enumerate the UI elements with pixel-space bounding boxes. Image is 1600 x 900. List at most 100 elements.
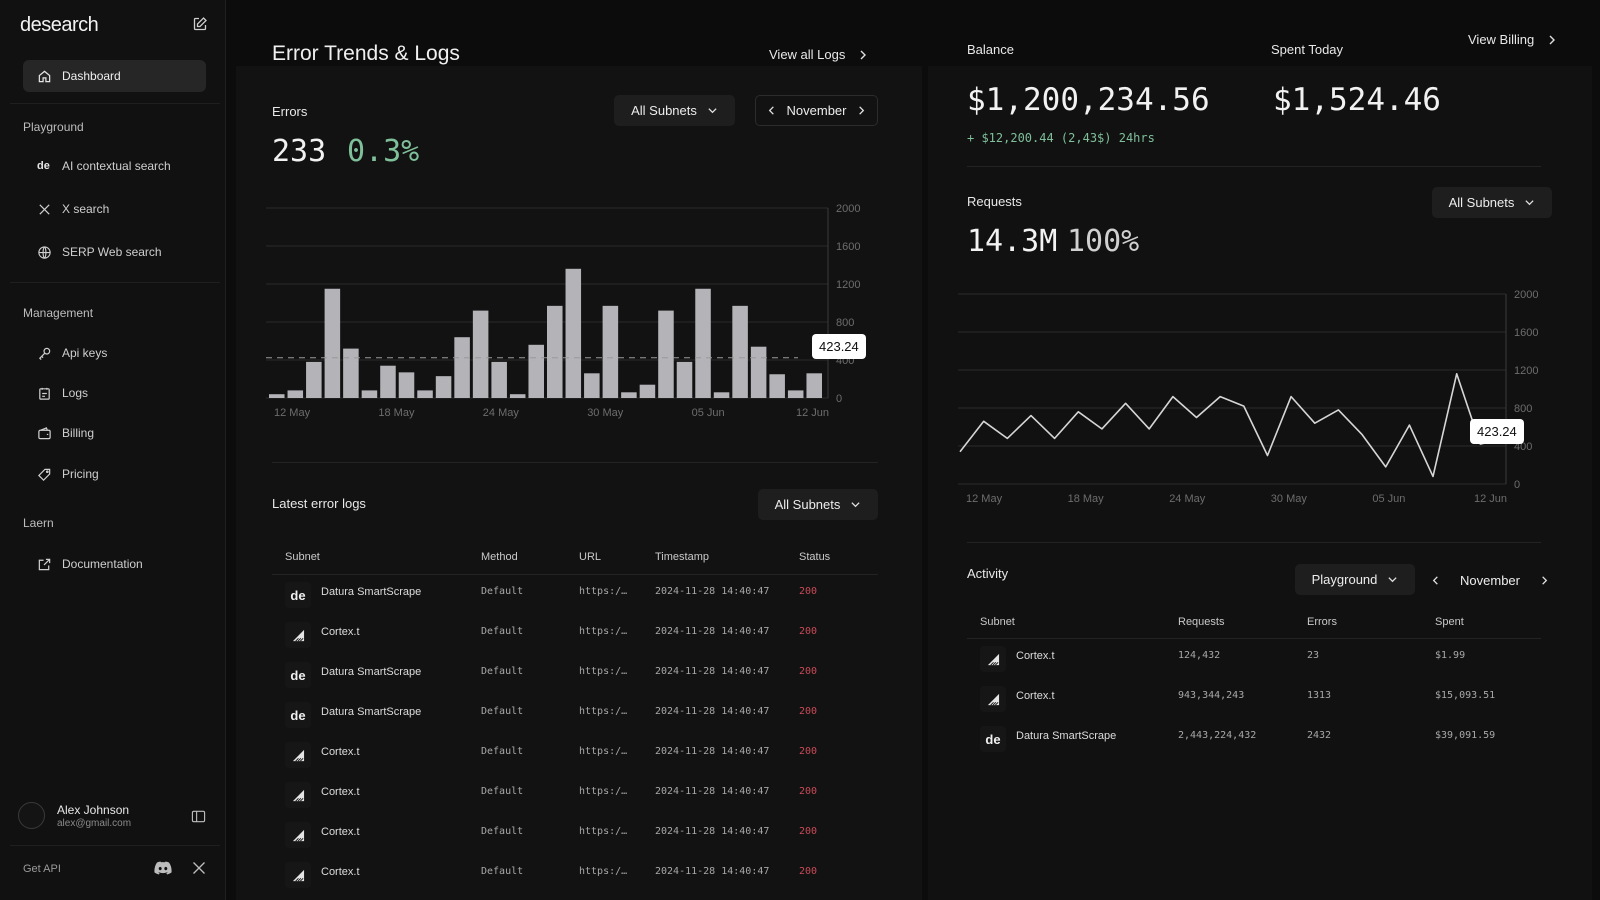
requests-line-chart: 2000 1600 1200 800 400 0 12 May 18 May 24 May 30 …: [958, 289, 1538, 505]
chevron-left-icon[interactable]: [1430, 575, 1441, 586]
divider: [10, 282, 220, 283]
bar: [787, 390, 804, 398]
de-logo-icon: de: [290, 707, 306, 723]
bar: [528, 344, 544, 398]
status-badge: 200: [799, 786, 818, 797]
table-row[interactable]: Cortex.t Default https:/… 2024-11-28 14:40:…: [272, 814, 878, 854]
status-badge: 200: [799, 746, 818, 757]
table-row[interactable]: Cortex.t 943,344,243 1313 $15,093.51: [967, 678, 1541, 718]
spent-cell: $1.99: [1435, 650, 1466, 661]
url-cell[interactable]: https:/…: [579, 826, 628, 837]
subnet-logo: de: [285, 582, 311, 608]
series-line: [959, 373, 1505, 478]
url-cell[interactable]: https:/…: [579, 866, 628, 877]
spent-cell: $39,091.59: [1435, 730, 1496, 741]
url-cell[interactable]: https:/…: [579, 706, 628, 717]
sidebar-item-serp-web-search[interactable]: SERP Web search: [23, 236, 206, 268]
method-cell: Default: [481, 586, 524, 597]
x-tick-label: 30 May: [1271, 493, 1308, 505]
de-icon: de: [37, 160, 50, 172]
table-row[interactable]: Cortex.t Default https:/… 2024-11-28 14:40:…: [272, 854, 878, 894]
bar: [417, 390, 433, 398]
table-row[interactable]: de Datura SmartScrape Default https:/… 2024-…: [272, 574, 878, 614]
url-cell[interactable]: https:/…: [579, 626, 628, 637]
sidebar-item-billing[interactable]: Billing: [23, 417, 206, 449]
activity-month-selector[interactable]: November: [1430, 571, 1550, 589]
timestamp-cell: 2024-11-28 14:40:47: [655, 586, 770, 597]
table-row[interactable]: Cortex.t Default https:/… 2024-11-28 14:40:…: [272, 614, 878, 654]
user-email: alex@gmail.com: [57, 818, 132, 829]
column-header-errors[interactable]: Errors: [1307, 616, 1337, 628]
divider: [967, 166, 1541, 167]
y-tick-label: 800: [1514, 403, 1532, 415]
activity-title: Activity: [967, 566, 1009, 581]
table-row[interactable]: de Datura SmartScrape 2,443,224,432 2432 $39…: [967, 718, 1541, 758]
activity-filter-dropdown[interactable]: Playground: [1295, 564, 1415, 595]
column-header-method[interactable]: Method: [481, 551, 518, 563]
divider: [272, 574, 878, 575]
chevron-left-icon[interactable]: [766, 105, 777, 116]
month-selector[interactable]: November: [755, 95, 878, 126]
cortex-logo-icon: [987, 693, 999, 705]
column-header-subnet[interactable]: Subnet: [980, 616, 1015, 628]
column-header-spent[interactable]: Spent: [1435, 616, 1464, 628]
bar: [565, 268, 582, 398]
column-header-url[interactable]: URL: [579, 551, 602, 563]
column-header-status[interactable]: Status: [799, 551, 831, 563]
status-badge: 200: [799, 706, 818, 717]
sidebar-toggle-icon[interactable]: [191, 809, 206, 824]
app-logo[interactable]: desearch: [20, 14, 99, 36]
view-all-logs-link[interactable]: View all Logs: [769, 47, 869, 62]
bar: [713, 392, 730, 398]
subnet-name: Cortex.t: [321, 826, 360, 838]
url-cell[interactable]: https:/…: [579, 786, 628, 797]
x-tick-label: 05 Jun: [692, 407, 725, 419]
url-cell[interactable]: https:/…: [579, 666, 628, 677]
new-chat-icon[interactable]: [192, 16, 208, 32]
subnet-filter-dropdown[interactable]: All Subnets: [614, 95, 735, 126]
subnet-name: Datura SmartScrape: [321, 706, 422, 718]
requests-subnet-filter-dropdown[interactable]: All Subnets: [1432, 187, 1552, 218]
y-tick-label: 2000: [836, 203, 860, 215]
sidebar-item-x-search[interactable]: X search: [23, 193, 206, 225]
sidebar-item-pricing[interactable]: Pricing: [23, 458, 206, 490]
view-billing-label: View Billing: [1468, 32, 1535, 47]
table-row[interactable]: Cortex.t Default https:/… 2024-11-28 14:40:…: [272, 774, 878, 814]
chevron-right-icon: [860, 50, 867, 59]
chevron-right-icon[interactable]: [856, 105, 867, 116]
bar: [584, 373, 600, 398]
logs-subnet-filter-dropdown[interactable]: All Subnets: [758, 489, 878, 520]
url-cell[interactable]: https:/…: [579, 586, 628, 597]
url-cell[interactable]: https:/…: [579, 746, 628, 757]
sidebar-item-logs[interactable]: Logs: [23, 377, 206, 409]
method-cell: Default: [481, 866, 524, 877]
user-profile[interactable]: Alex Johnson alex@gmail.com: [18, 802, 218, 832]
sidebar-item-label: AI contextual search: [62, 159, 171, 173]
subnet-logo: de: [980, 726, 1006, 752]
chevron-right-icon[interactable]: [1539, 575, 1550, 586]
sidebar-item-dashboard[interactable]: Dashboard: [23, 60, 206, 92]
sidebar-item-ai-contextual-search[interactable]: de AI contextual search: [23, 150, 206, 182]
discord-icon[interactable]: [154, 861, 172, 875]
cortex-logo-icon: [987, 653, 999, 665]
errors-cell: 23: [1307, 650, 1320, 661]
column-header-requests[interactable]: Requests: [1178, 616, 1225, 628]
table-row[interactable]: Cortex.t Default https:/… 2024-11-28 14:40:…: [272, 734, 878, 774]
table-row[interactable]: de Datura SmartScrape Default https:/… 2024-…: [272, 654, 878, 694]
sidebar-item-api-keys[interactable]: Api keys: [23, 337, 206, 369]
bar: [472, 310, 489, 398]
sidebar-item-label: Logs: [62, 386, 89, 400]
chart-tooltip: 423.24: [1470, 419, 1524, 444]
column-header-timestamp[interactable]: Timestamp: [655, 551, 709, 563]
table-row[interactable]: Cortex.t 124,432 23 $1.99: [967, 638, 1541, 678]
bar: [509, 394, 526, 398]
column-header-subnet[interactable]: Subnet: [285, 551, 320, 563]
subnet-filter-label: All Subnets: [631, 103, 697, 118]
sidebar-item-documentation[interactable]: Documentation: [23, 548, 206, 580]
view-billing-link[interactable]: View Billing: [1468, 32, 1558, 47]
x-logo-icon[interactable]: [192, 861, 206, 875]
get-api-link[interactable]: Get API: [23, 863, 61, 875]
table-row[interactable]: de Datura SmartScrape Default https:/… 2024-…: [272, 694, 878, 734]
bar: [306, 361, 322, 398]
y-tick-label: 400: [1514, 441, 1532, 453]
